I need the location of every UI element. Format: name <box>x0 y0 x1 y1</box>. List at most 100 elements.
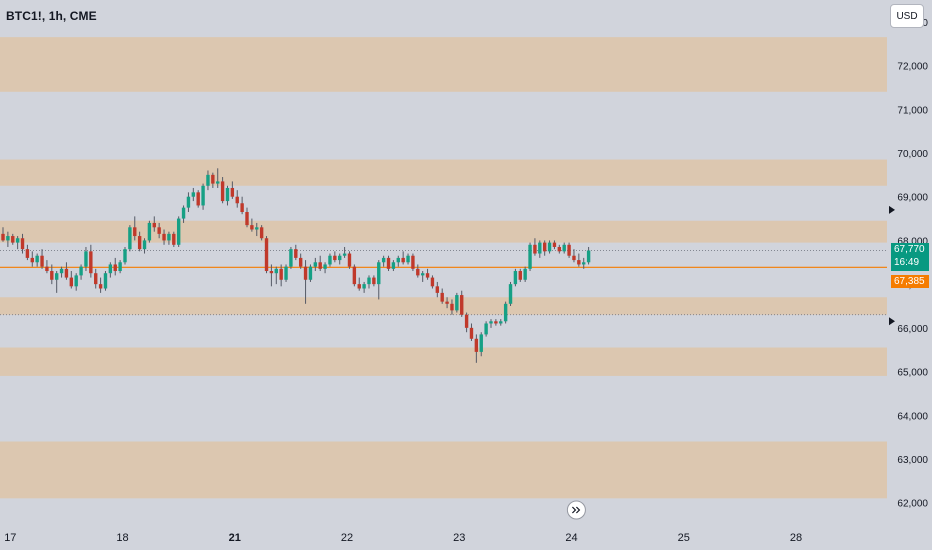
candle <box>494 319 498 326</box>
candle-body <box>118 262 122 272</box>
candle-body <box>1 233 5 241</box>
candle <box>538 240 542 258</box>
y-tick-label: 68,000 <box>897 236 928 247</box>
candle-body <box>250 225 254 230</box>
candle <box>255 222 259 237</box>
candle-body <box>264 238 269 272</box>
candle-body <box>206 174 210 186</box>
candle-body <box>20 238 25 250</box>
candle <box>250 218 254 232</box>
candle <box>15 236 20 250</box>
candle <box>372 275 376 287</box>
candle-body <box>103 273 108 289</box>
candle-body <box>294 249 298 258</box>
candle <box>352 264 357 287</box>
candle-body <box>167 233 171 241</box>
candle <box>294 244 298 261</box>
candle <box>367 275 371 289</box>
candle-body <box>113 264 117 272</box>
y-tick-label: 63,000 <box>897 455 928 466</box>
candle-body <box>84 251 88 267</box>
candle-body <box>172 233 176 245</box>
candle-body <box>445 301 449 304</box>
triangle-right-icon <box>889 317 895 326</box>
y-tick-label: 70,000 <box>897 149 928 160</box>
candle <box>440 288 444 304</box>
candle-body <box>523 268 527 280</box>
candle <box>113 257 117 276</box>
candle-body <box>6 236 10 241</box>
candle <box>74 273 78 291</box>
candle <box>69 271 74 289</box>
candle <box>586 246 591 265</box>
candle-body <box>464 314 469 328</box>
candle <box>425 268 430 280</box>
candle-body <box>538 242 542 254</box>
candle <box>269 264 274 287</box>
candle <box>420 271 425 282</box>
candle <box>259 225 264 241</box>
candle <box>103 271 108 291</box>
candle-body <box>64 268 69 278</box>
candle-body <box>440 292 444 302</box>
candle-body <box>240 203 244 213</box>
candle-body <box>503 303 508 322</box>
candle-body <box>396 257 400 263</box>
candle-body <box>279 268 283 280</box>
candle <box>338 253 342 265</box>
candle-body <box>45 266 49 272</box>
support-resistance-zone <box>0 297 887 315</box>
candle <box>528 242 532 272</box>
support-resistance-zone <box>0 159 887 186</box>
candle-body <box>455 295 459 311</box>
candle-body <box>377 262 381 285</box>
candle <box>518 268 522 282</box>
candle-body <box>547 242 552 252</box>
candle <box>455 292 459 313</box>
candle <box>274 266 278 285</box>
candle-body <box>11 236 15 243</box>
candle <box>582 257 586 269</box>
candle-body <box>15 238 20 243</box>
candle-body <box>181 207 186 219</box>
candle <box>391 260 396 272</box>
candle-body <box>489 321 493 324</box>
candle <box>225 185 230 206</box>
candle-body <box>269 271 274 274</box>
candle <box>25 244 30 261</box>
candle-body <box>245 212 249 226</box>
candle <box>235 190 239 208</box>
double-chevron-right-icon[interactable] <box>566 500 586 520</box>
candle <box>362 281 366 293</box>
last-price-tag: 67,770 16:49 <box>891 243 929 272</box>
candle-body <box>255 227 259 230</box>
x-tick-label: 17 <box>4 532 16 544</box>
candle <box>464 312 469 333</box>
candle <box>577 253 581 267</box>
candle-body <box>128 227 132 250</box>
y-tick-label: 69,000 <box>897 193 928 204</box>
candle-body <box>225 187 230 202</box>
x-tick-label: 25 <box>678 532 690 544</box>
candle <box>84 246 88 272</box>
candle <box>435 281 440 298</box>
candle <box>318 255 322 272</box>
candle <box>172 231 176 247</box>
x-tick-label: 18 <box>116 532 128 544</box>
candle <box>123 246 127 265</box>
candle <box>264 236 269 274</box>
candle-body <box>572 255 576 261</box>
candle <box>513 268 518 287</box>
candle <box>191 187 196 202</box>
y-tick-label: 71,000 <box>897 105 928 116</box>
candle <box>313 257 318 272</box>
candle <box>450 299 454 315</box>
candle-body <box>284 266 288 280</box>
candle-body <box>381 257 386 263</box>
candle-body <box>479 334 483 352</box>
candle-body <box>59 268 64 274</box>
currency-button[interactable]: USD <box>890 4 924 28</box>
candle <box>20 233 25 254</box>
zones-layer <box>0 37 887 499</box>
